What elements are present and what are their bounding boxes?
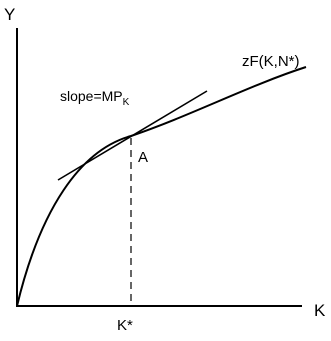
tangent-slope-subscript: K [123, 97, 130, 108]
tangent-line [57, 90, 208, 181]
curve-label: zF(K,N*) [242, 53, 300, 70]
x-axis-label: K [314, 301, 326, 320]
tangent-slope-main: slope=MP [60, 88, 123, 104]
y-axis-label: Y [4, 5, 15, 24]
point-a-label: A [138, 149, 148, 166]
tangent-slope-label: slope=MPK [60, 88, 130, 108]
k-star-tick-label: K* [117, 317, 133, 334]
